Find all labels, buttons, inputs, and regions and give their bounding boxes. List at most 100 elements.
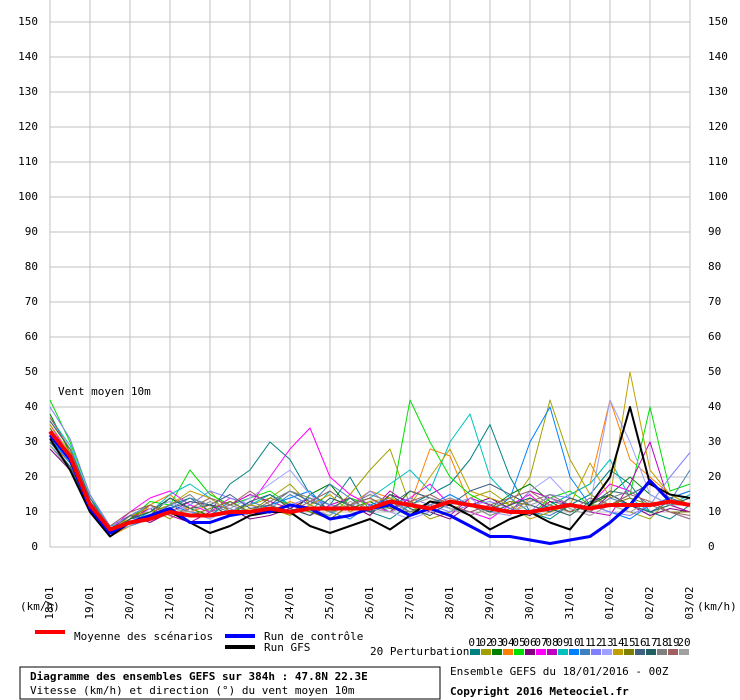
legend-swatch xyxy=(591,649,601,655)
footer-title: Diagramme des ensembles GEFS sur 384h : … xyxy=(30,670,368,683)
y-tick-label: 70 xyxy=(708,295,721,308)
legend-label: 17 xyxy=(644,636,657,649)
perturbations-label: 20 Perturbations xyxy=(370,645,476,658)
legend-swatch xyxy=(536,649,546,655)
y-tick-label: 20 xyxy=(708,470,721,483)
legend-swatch xyxy=(613,649,623,655)
y-tick-label: 80 xyxy=(25,260,38,273)
grid xyxy=(49,0,691,548)
legend-label: 15 xyxy=(622,636,635,649)
legend-swatch xyxy=(646,649,656,655)
y-tick-label: 110 xyxy=(18,155,38,168)
y-label-right: (km/h) xyxy=(697,600,737,613)
y-tick-label: 30 xyxy=(708,435,721,448)
footer-subtitle: Vitesse (km/h) et direction (°) du vent … xyxy=(30,684,355,697)
legend-label: 11 xyxy=(578,636,591,649)
x-tick-label: 20/01 xyxy=(123,586,136,619)
legend-swatch xyxy=(602,649,612,655)
y-tick-label: 80 xyxy=(708,260,721,273)
y-tick-label: 60 xyxy=(708,330,721,343)
x-tick-label: 30/01 xyxy=(523,586,536,619)
footer-box xyxy=(19,666,441,700)
x-tick-label: 18/01 xyxy=(43,586,56,619)
legend-label: 14 xyxy=(611,636,625,649)
legend-swatch xyxy=(569,649,579,655)
legend-label: 19 xyxy=(666,636,679,649)
legend-swatch xyxy=(492,649,502,655)
y-tick-label: 70 xyxy=(25,295,38,308)
legend-label: 12 xyxy=(589,636,602,649)
y-tick-label: 90 xyxy=(25,225,38,238)
legend-swatch xyxy=(470,649,480,655)
legend-swatch xyxy=(668,649,678,655)
y-tick-label: 130 xyxy=(708,85,728,98)
legend-swatch xyxy=(481,649,491,655)
y-tick-label: 150 xyxy=(708,15,728,28)
x-tick-label: 24/01 xyxy=(283,586,296,619)
annotation: Vent moyen 10m xyxy=(58,385,151,398)
y-tick-label: 10 xyxy=(25,505,38,518)
y-tick-label: 20 xyxy=(25,470,38,483)
legend-label: 05 xyxy=(512,636,525,649)
legend-label: 07 xyxy=(534,636,547,649)
legend-label: 16 xyxy=(633,636,646,649)
legend-label: 06 xyxy=(523,636,536,649)
x-tick-label: 03/02 xyxy=(683,586,696,619)
y-tick-label: 40 xyxy=(708,400,721,413)
legend-label: Run de contrôle xyxy=(264,630,363,643)
y-tick-label: 150 xyxy=(18,15,38,28)
labels: Vent moyen 10m (km/h) (km/h) 20 Perturba… xyxy=(18,15,737,700)
x-tick-label: 25/01 xyxy=(323,586,336,619)
footer-copyright: Copyright 2016 Meteociel.fr xyxy=(450,685,629,698)
legend-label: 10 xyxy=(567,636,580,649)
y-tick-label: 10 xyxy=(708,505,721,518)
x-tick-label: 21/01 xyxy=(163,586,176,619)
y-tick-label: 100 xyxy=(18,190,38,203)
legend-label: 04 xyxy=(501,636,515,649)
legend-swatch xyxy=(525,649,535,655)
legend-label: 08 xyxy=(545,636,558,649)
y-tick-label: 90 xyxy=(708,225,721,238)
legend-label: 20 xyxy=(677,636,690,649)
legend-swatch xyxy=(580,649,590,655)
y-label-left: (km/h) xyxy=(20,600,60,613)
y-tick-label: 30 xyxy=(25,435,38,448)
y-tick-label: 110 xyxy=(708,155,728,168)
legend-label: 18 xyxy=(655,636,668,649)
legend-label: 01 xyxy=(468,636,481,649)
y-tick-label: 140 xyxy=(18,50,38,63)
main-line xyxy=(48,430,691,532)
x-tick-label: 29/01 xyxy=(483,586,496,619)
y-tick-label: 100 xyxy=(708,190,728,203)
y-tick-label: 0 xyxy=(708,540,715,553)
perturbation-line xyxy=(49,371,691,534)
legend-swatch xyxy=(635,649,645,655)
x-tick-label: 01/02 xyxy=(603,586,616,619)
y-tick-label: 120 xyxy=(708,120,728,133)
legend-label: 02 xyxy=(479,636,492,649)
legend-label: 03 xyxy=(490,636,503,649)
y-tick-label: 140 xyxy=(708,50,728,63)
legend-swatch xyxy=(679,649,689,655)
legend-swatch xyxy=(558,649,568,655)
x-tick-label: 23/01 xyxy=(243,586,256,619)
y-tick-label: 50 xyxy=(25,365,38,378)
legend-label: 13 xyxy=(600,636,613,649)
x-tick-label: 31/01 xyxy=(563,586,576,619)
x-tick-label: 19/01 xyxy=(83,586,96,619)
legend-swatch xyxy=(503,649,513,655)
perturbation-line xyxy=(49,417,691,527)
x-tick-label: 26/01 xyxy=(363,586,376,619)
y-tick-label: 120 xyxy=(18,120,38,133)
y-tick-label: 130 xyxy=(18,85,38,98)
x-tick-label: 22/01 xyxy=(203,586,216,619)
x-tick-label: 27/01 xyxy=(403,586,416,619)
y-tick-label: 40 xyxy=(25,400,38,413)
x-tick-label: 02/02 xyxy=(643,586,656,619)
legend-swatch xyxy=(657,649,667,655)
legend-label: Moyenne des scénarios xyxy=(74,630,213,643)
y-tick-label: 50 xyxy=(708,365,721,378)
y-tick-label: 0 xyxy=(31,540,38,553)
footer-run: Ensemble GEFS du 18/01/2016 - 00Z xyxy=(450,665,669,678)
